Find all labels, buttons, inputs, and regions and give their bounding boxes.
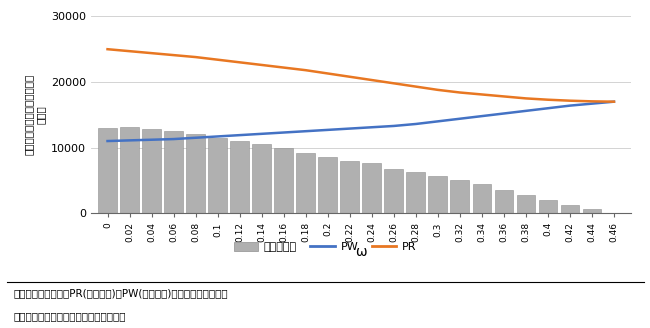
Bar: [384, 169, 403, 213]
Bar: [406, 172, 425, 213]
Bar: [539, 200, 557, 213]
Bar: [296, 153, 315, 213]
Text: 資料：大林有紀子さんによる暂定試算。: 資料：大林有紀子さんによる暂定試算。: [13, 312, 125, 321]
Bar: [142, 129, 161, 213]
Bar: [560, 205, 579, 213]
Bar: [450, 180, 469, 213]
Y-axis label: 値段（玄米６０ｋｇ当たり）
（円）: 値段（玄米６０ｋｇ当たり） （円）: [24, 74, 46, 155]
Bar: [120, 127, 139, 213]
Bar: [582, 209, 601, 213]
Bar: [318, 157, 337, 213]
Bar: [363, 163, 381, 213]
Bar: [428, 176, 447, 213]
Bar: [341, 161, 359, 213]
Text: 図　農協の交渉力とPR(小売価格)、PW(産地価格)、社会的利益の関係: 図 農協の交渉力とPR(小売価格)、PW(産地価格)、社会的利益の関係: [13, 289, 227, 298]
Bar: [252, 144, 271, 213]
Bar: [473, 184, 491, 213]
Bar: [230, 141, 249, 213]
Bar: [274, 148, 293, 213]
Bar: [164, 131, 183, 213]
Bar: [517, 195, 535, 213]
X-axis label: ω: ω: [355, 245, 367, 259]
Bar: [187, 134, 205, 213]
Bar: [495, 190, 514, 213]
Bar: [208, 138, 227, 213]
Legend: 社会的損失, PW, PR: 社会的損失, PW, PR: [229, 237, 421, 257]
Bar: [98, 128, 117, 213]
